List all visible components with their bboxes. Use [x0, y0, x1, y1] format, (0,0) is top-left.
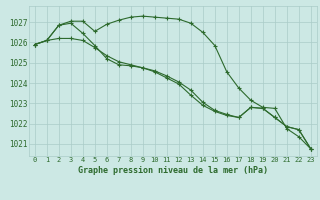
X-axis label: Graphe pression niveau de la mer (hPa): Graphe pression niveau de la mer (hPa) [78, 166, 268, 175]
